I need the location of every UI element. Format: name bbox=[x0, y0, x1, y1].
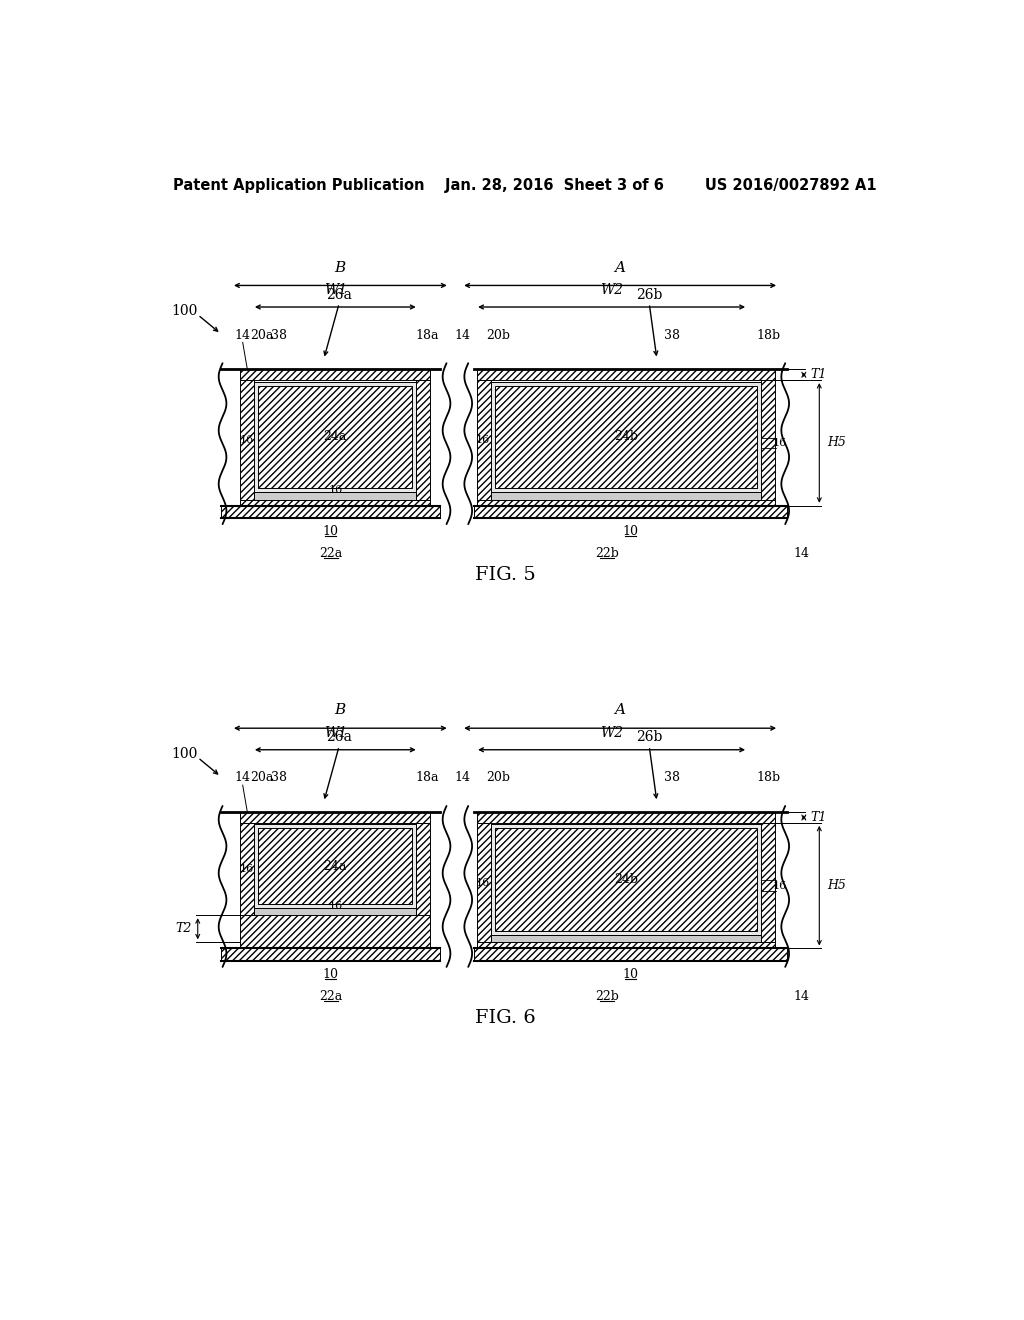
Text: T1: T1 bbox=[810, 810, 826, 824]
Bar bbox=[254, 908, 417, 915]
Bar bbox=[254, 492, 417, 499]
Text: 24b: 24b bbox=[614, 873, 638, 886]
Bar bbox=[474, 506, 786, 517]
Text: 16: 16 bbox=[773, 438, 786, 447]
Bar bbox=[490, 492, 761, 499]
Text: 16: 16 bbox=[240, 434, 254, 445]
Text: 16: 16 bbox=[328, 486, 342, 495]
Text: B: B bbox=[335, 260, 346, 275]
Text: W1: W1 bbox=[324, 282, 347, 297]
Bar bbox=[241, 380, 254, 499]
Bar bbox=[477, 380, 490, 499]
Bar bbox=[490, 381, 761, 492]
Bar bbox=[490, 825, 761, 935]
Text: 20a: 20a bbox=[251, 771, 273, 784]
Bar bbox=[254, 381, 417, 492]
Text: 14: 14 bbox=[234, 771, 251, 784]
Text: FIG. 5: FIG. 5 bbox=[475, 566, 536, 585]
Text: 10: 10 bbox=[623, 968, 639, 981]
Text: FIG. 6: FIG. 6 bbox=[475, 1010, 536, 1027]
Bar bbox=[477, 942, 775, 949]
Text: 38: 38 bbox=[271, 771, 287, 784]
Bar bbox=[490, 935, 761, 942]
Text: 16: 16 bbox=[476, 434, 490, 445]
Text: 26b: 26b bbox=[636, 288, 663, 302]
Text: 18a: 18a bbox=[416, 329, 439, 342]
Bar bbox=[241, 812, 430, 822]
Text: 14: 14 bbox=[793, 546, 809, 560]
Bar bbox=[258, 385, 413, 488]
Text: 14: 14 bbox=[793, 990, 809, 1003]
Text: 20b: 20b bbox=[486, 329, 510, 342]
Bar bbox=[495, 385, 758, 488]
Text: 38: 38 bbox=[271, 329, 287, 342]
Text: 100: 100 bbox=[171, 747, 198, 760]
Text: 24a: 24a bbox=[324, 430, 347, 444]
Bar bbox=[495, 829, 758, 931]
Text: 22b: 22b bbox=[595, 990, 620, 1003]
Text: 38: 38 bbox=[665, 771, 680, 784]
Text: A: A bbox=[614, 260, 626, 275]
Text: W1: W1 bbox=[324, 726, 347, 739]
Text: 16: 16 bbox=[240, 865, 254, 874]
Text: 18a: 18a bbox=[416, 771, 439, 784]
Bar bbox=[241, 822, 254, 915]
Text: T2: T2 bbox=[175, 923, 191, 936]
Text: 10: 10 bbox=[323, 968, 339, 981]
Bar bbox=[477, 370, 775, 380]
Bar bbox=[474, 948, 786, 961]
Text: 16: 16 bbox=[328, 902, 342, 911]
Bar bbox=[761, 380, 775, 499]
Text: 14: 14 bbox=[455, 329, 471, 342]
Text: 24a: 24a bbox=[324, 859, 347, 873]
Text: 22a: 22a bbox=[319, 546, 342, 560]
Bar bbox=[241, 370, 430, 380]
Bar bbox=[258, 829, 413, 904]
Text: 20a: 20a bbox=[251, 329, 273, 342]
Bar bbox=[254, 825, 417, 908]
Text: H5: H5 bbox=[827, 879, 846, 892]
Text: 18b: 18b bbox=[756, 771, 780, 784]
Bar bbox=[477, 812, 775, 822]
Text: W2: W2 bbox=[600, 282, 624, 297]
Text: 22a: 22a bbox=[319, 990, 342, 1003]
Text: 16: 16 bbox=[476, 878, 490, 887]
Text: H5: H5 bbox=[827, 437, 846, 449]
Text: A: A bbox=[614, 704, 626, 718]
Text: B: B bbox=[335, 704, 346, 718]
Text: W2: W2 bbox=[600, 726, 624, 739]
Text: 26a: 26a bbox=[327, 730, 352, 744]
Bar bbox=[761, 822, 775, 942]
Text: 20b: 20b bbox=[486, 771, 510, 784]
Text: 16: 16 bbox=[773, 880, 786, 891]
Text: 100: 100 bbox=[171, 304, 198, 318]
Bar bbox=[221, 506, 440, 517]
Text: 26a: 26a bbox=[327, 288, 352, 302]
Bar bbox=[417, 822, 430, 915]
Text: Patent Application Publication    Jan. 28, 2016  Sheet 3 of 6        US 2016/002: Patent Application Publication Jan. 28, … bbox=[173, 178, 877, 193]
Text: 14: 14 bbox=[455, 771, 471, 784]
Text: 10: 10 bbox=[623, 525, 639, 539]
Text: T1: T1 bbox=[810, 368, 826, 381]
Bar bbox=[417, 380, 430, 499]
Text: 38: 38 bbox=[665, 329, 680, 342]
Bar bbox=[221, 948, 440, 961]
Text: 24b: 24b bbox=[614, 430, 638, 444]
Text: 18b: 18b bbox=[756, 329, 780, 342]
Text: 26b: 26b bbox=[636, 730, 663, 744]
Bar bbox=[241, 915, 430, 949]
Bar bbox=[241, 499, 430, 506]
Text: 10: 10 bbox=[323, 525, 339, 539]
Text: 14: 14 bbox=[234, 329, 251, 342]
Text: 22b: 22b bbox=[595, 546, 620, 560]
Bar bbox=[477, 499, 775, 506]
Bar bbox=[477, 822, 490, 942]
